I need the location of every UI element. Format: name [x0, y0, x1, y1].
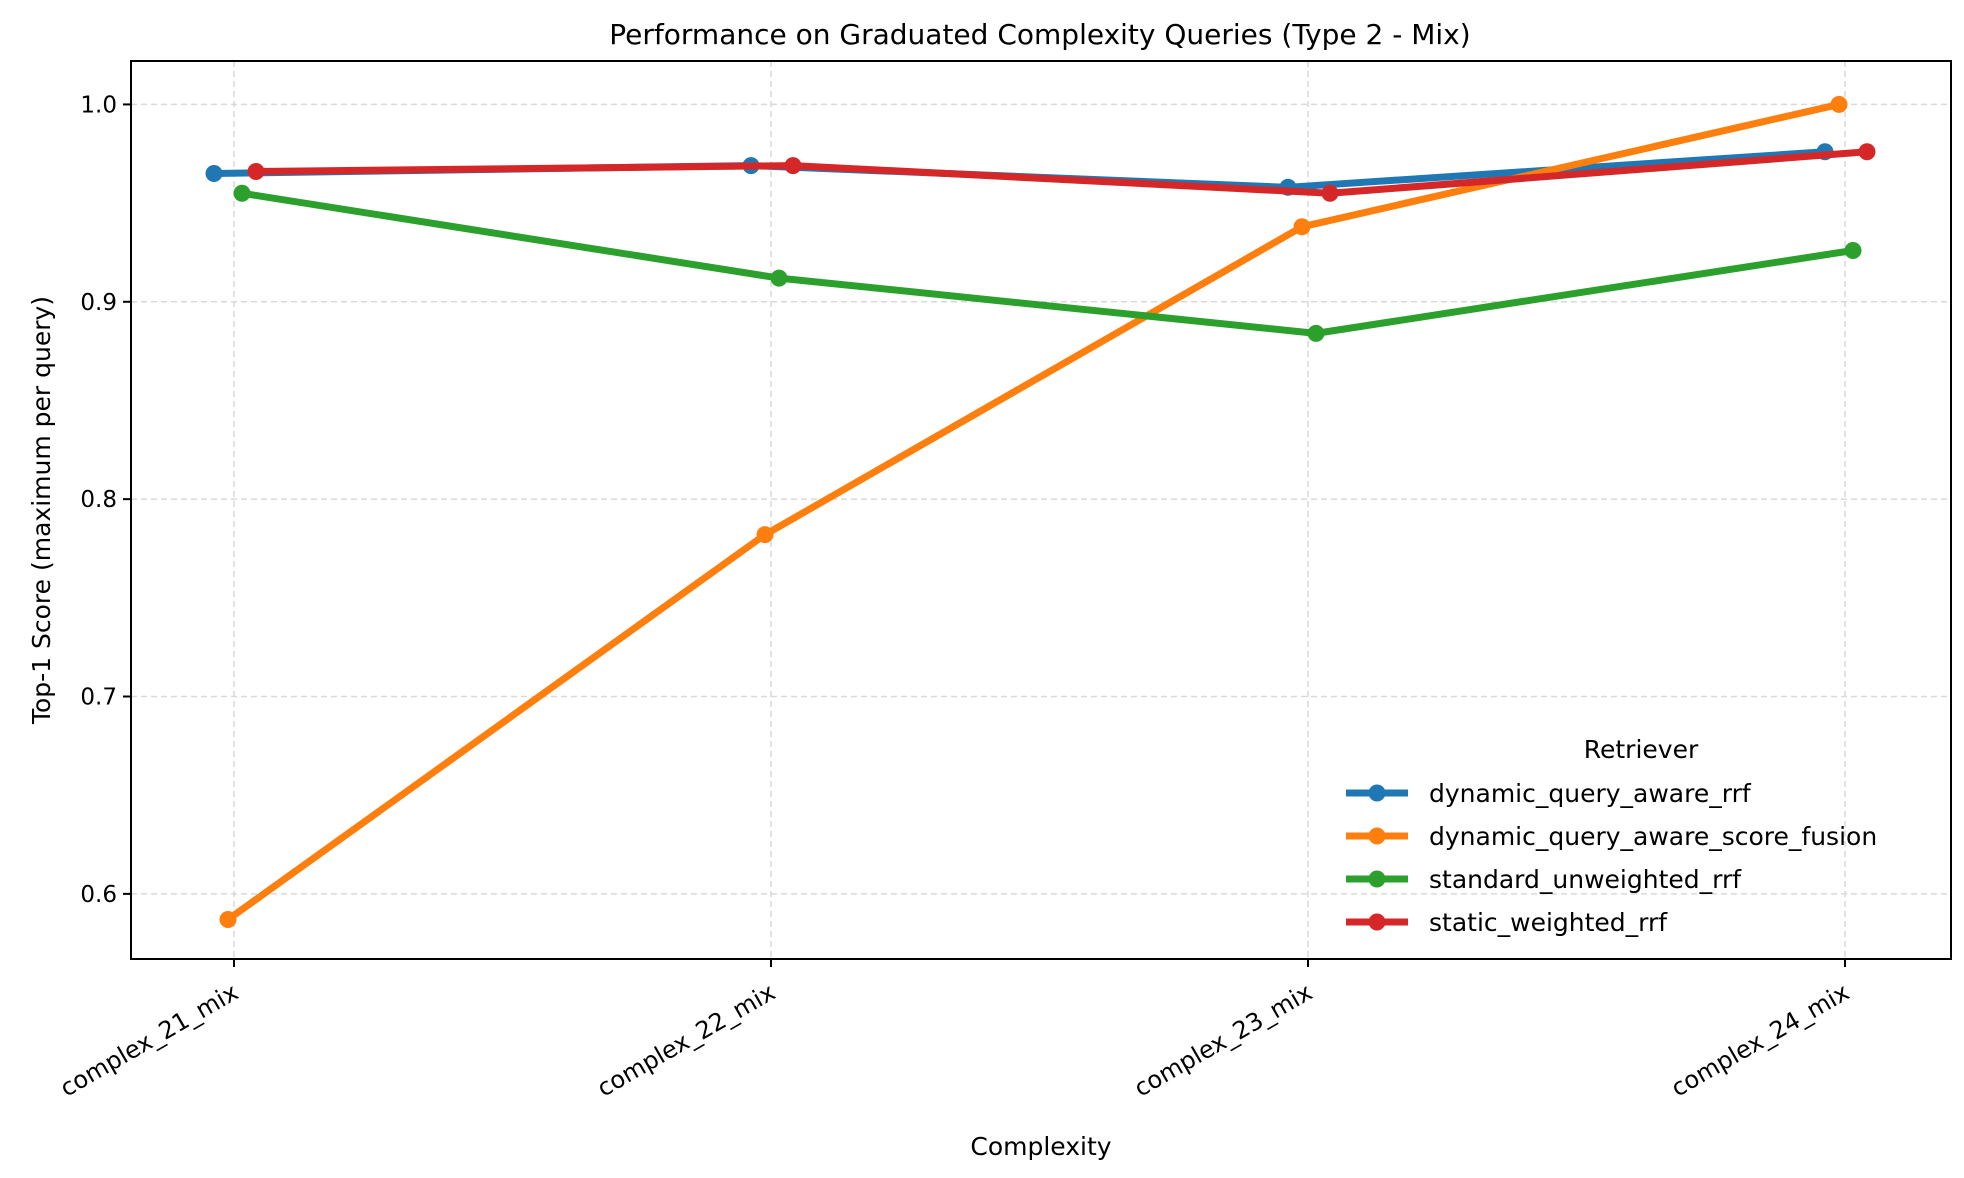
y-tick-label: 0.9	[80, 290, 117, 316]
legend-title: Retriever	[1584, 735, 1699, 764]
data-point	[1858, 143, 1876, 161]
data-point	[756, 526, 774, 544]
x-axis-label: Complexity	[970, 1132, 1111, 1161]
y-tick-label: 0.7	[80, 685, 117, 711]
data-point	[1321, 184, 1339, 202]
data-point	[205, 164, 223, 182]
data-point	[247, 163, 265, 181]
data-point	[1307, 324, 1325, 342]
data-point	[1830, 95, 1848, 113]
y-tick-label: 0.8	[80, 487, 117, 513]
data-point	[770, 269, 788, 287]
legend: Retriever dynamic_query_aware_rrfdynamic…	[1346, 735, 1877, 937]
data-point	[1293, 218, 1311, 236]
data-point	[219, 911, 237, 929]
series-line	[252, 148, 1871, 197]
y-axis-label: Top-1 Score (maximum per query)	[27, 296, 56, 725]
legend-items: dynamic_query_aware_rrf dynamic_query_awa…	[1346, 779, 1877, 937]
chart-title: Performance on Graduated Complexity Quer…	[609, 18, 1470, 51]
legend-label: dynamic_query_aware_score_fusion	[1429, 822, 1877, 851]
series-line	[238, 189, 1857, 337]
legend-marker	[1368, 870, 1386, 888]
legend-label: static_weighted_rrf	[1429, 908, 1668, 937]
series-line	[224, 100, 1843, 924]
legend-label: dynamic_query_aware_rrf	[1429, 779, 1752, 808]
plot-area-frame	[130, 60, 1952, 960]
data-point	[233, 184, 251, 202]
legend-marker	[1368, 913, 1386, 931]
y-tick-label: 1.0	[80, 92, 117, 118]
y-tick-label: 0.6	[80, 882, 117, 908]
legend-marker	[1368, 827, 1386, 845]
legend-label: standard_unweighted_rrf	[1429, 865, 1742, 894]
legend-marker	[1368, 784, 1386, 802]
series-layer	[205, 95, 1876, 929]
data-point	[1844, 241, 1862, 259]
data-point	[784, 157, 802, 175]
